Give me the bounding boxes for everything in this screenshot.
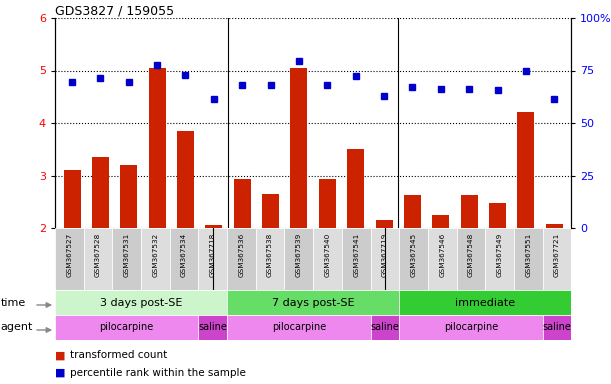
Bar: [404, 195, 421, 228]
Bar: [370, 315, 399, 340]
Text: GSM367538: GSM367538: [267, 233, 273, 277]
Bar: [227, 315, 370, 340]
Text: pilocarpine: pilocarpine: [100, 323, 154, 333]
Bar: [285, 228, 313, 290]
Text: GSM367541: GSM367541: [353, 233, 359, 277]
Text: saline: saline: [199, 323, 227, 333]
Bar: [199, 315, 227, 340]
Bar: [342, 228, 370, 290]
Bar: [319, 179, 336, 228]
Text: GSM367532: GSM367532: [152, 233, 158, 277]
Text: GSM367531: GSM367531: [123, 233, 130, 277]
Bar: [370, 228, 399, 290]
Text: GSM367719: GSM367719: [382, 233, 388, 277]
Bar: [55, 315, 199, 340]
Text: GSM367549: GSM367549: [497, 233, 503, 277]
Bar: [227, 228, 256, 290]
Text: GSM367546: GSM367546: [439, 233, 445, 277]
Bar: [399, 228, 428, 290]
Bar: [461, 195, 478, 228]
Text: 7 days post-SE: 7 days post-SE: [272, 298, 354, 308]
Text: time: time: [1, 298, 26, 308]
Text: saline: saline: [543, 323, 571, 333]
Bar: [543, 315, 571, 340]
Bar: [376, 220, 392, 228]
Bar: [543, 228, 571, 290]
Bar: [141, 228, 170, 290]
Bar: [55, 290, 227, 315]
Bar: [199, 228, 227, 290]
Text: immediate: immediate: [455, 298, 515, 308]
Text: pilocarpine: pilocarpine: [444, 323, 498, 333]
Bar: [148, 68, 166, 228]
Text: GDS3827 / 159055: GDS3827 / 159055: [55, 5, 174, 18]
Bar: [347, 149, 364, 228]
Text: transformed count: transformed count: [70, 350, 167, 361]
Bar: [262, 194, 279, 228]
Bar: [112, 228, 141, 290]
Text: GSM367545: GSM367545: [411, 233, 417, 277]
Bar: [256, 228, 285, 290]
Text: GSM367539: GSM367539: [296, 233, 302, 277]
Bar: [227, 290, 399, 315]
Bar: [177, 131, 194, 228]
Bar: [170, 228, 199, 290]
Text: ■: ■: [55, 350, 69, 361]
Text: GSM367548: GSM367548: [468, 233, 474, 277]
Bar: [518, 113, 535, 228]
Bar: [205, 225, 222, 228]
Text: ■: ■: [55, 368, 69, 378]
Bar: [489, 203, 506, 228]
Bar: [92, 157, 109, 228]
Text: GSM367534: GSM367534: [181, 233, 187, 277]
Text: 3 days post-SE: 3 days post-SE: [100, 298, 182, 308]
Text: saline: saline: [370, 323, 399, 333]
Bar: [64, 170, 81, 228]
Bar: [433, 215, 449, 228]
Bar: [84, 228, 112, 290]
Bar: [290, 68, 307, 228]
Text: GSM367721: GSM367721: [554, 233, 560, 277]
Text: percentile rank within the sample: percentile rank within the sample: [70, 368, 246, 378]
Bar: [485, 228, 514, 290]
Bar: [546, 224, 563, 228]
Bar: [456, 228, 485, 290]
Bar: [514, 228, 543, 290]
Text: GSM367536: GSM367536: [238, 233, 244, 277]
Bar: [313, 228, 342, 290]
Bar: [399, 315, 543, 340]
Text: GSM367718: GSM367718: [210, 233, 216, 277]
Text: agent: agent: [1, 323, 33, 333]
Bar: [399, 290, 571, 315]
Text: GSM367551: GSM367551: [525, 233, 531, 277]
Bar: [234, 179, 251, 228]
Text: pilocarpine: pilocarpine: [272, 323, 326, 333]
Text: GSM367540: GSM367540: [324, 233, 331, 277]
Text: GSM367527: GSM367527: [67, 233, 72, 277]
Bar: [428, 228, 456, 290]
Text: GSM367528: GSM367528: [95, 233, 101, 277]
Bar: [120, 165, 137, 228]
Bar: [55, 228, 84, 290]
